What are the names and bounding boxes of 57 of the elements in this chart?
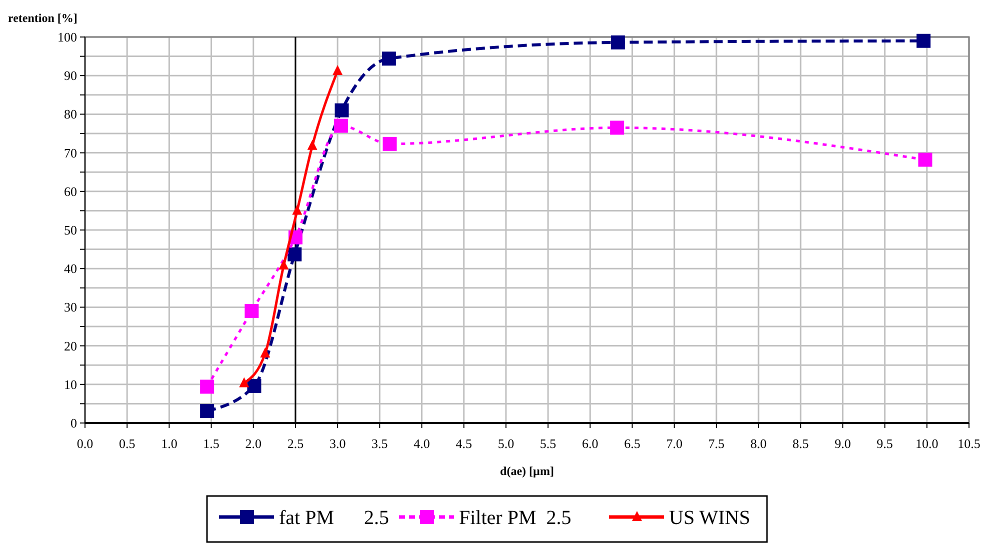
point [916, 34, 931, 48]
x-tick-label: 7.5 [708, 436, 725, 451]
x-tick-label: 5.5 [540, 436, 556, 451]
point [260, 348, 270, 358]
point [610, 120, 624, 135]
x-tick-label: 0.0 [76, 436, 94, 451]
point [200, 404, 214, 418]
point [332, 64, 343, 75]
x-tick-label: 7.0 [666, 436, 682, 451]
y-tick-label: 0 [70, 416, 77, 430]
y-tick-label: 70 [64, 145, 77, 160]
x-tick-label: 4.0 [414, 436, 430, 451]
point [244, 304, 259, 318]
x-tick-label: 8.5 [792, 436, 809, 451]
y-tick-label: 50 [64, 222, 77, 238]
legend-label: Filter PM 2.5 [459, 507, 572, 529]
point [288, 247, 302, 262]
x-tick-label: 5.0 [498, 436, 514, 451]
point [292, 204, 302, 215]
x-tick-label: 2.5 [287, 436, 304, 451]
y-tick-label: 20 [64, 338, 77, 354]
point [200, 380, 214, 394]
y-tick-label: 60 [64, 184, 77, 199]
point [307, 140, 318, 150]
x-tick-label: 10.0 [916, 436, 938, 451]
point [610, 35, 625, 50]
x-tick-label: 9.0 [834, 436, 851, 451]
point [382, 136, 397, 151]
y-tick-label: 100 [58, 30, 77, 44]
x-tick-label: 0.5 [118, 436, 136, 451]
point [918, 152, 932, 167]
x-tick-label: 2.0 [245, 436, 262, 451]
y-tick-label: 90 [64, 68, 77, 84]
point [247, 378, 262, 393]
point [334, 103, 349, 118]
x-tick-label: 4.5 [456, 436, 472, 451]
y-tick-label: 10 [64, 376, 77, 392]
x-tick-label: 1.5 [203, 436, 220, 451]
x-tick-label: 1.0 [161, 436, 178, 451]
legend-label: US WINS [669, 507, 750, 529]
x-tick-label: 9.5 [876, 436, 893, 451]
y-axis-title: retention [%] [8, 11, 78, 25]
y-tick-label: 80 [64, 106, 77, 122]
point [334, 118, 348, 133]
y-tick-label: 40 [64, 261, 77, 276]
point [278, 260, 289, 270]
x-axis-title: d(ae) [µm] [500, 464, 554, 478]
x-tick-label: 10.5 [958, 436, 980, 451]
x-tick-label: 6.5 [624, 436, 640, 451]
x-tick-label: 3.5 [372, 436, 388, 451]
x-tick-label: 3.0 [329, 436, 346, 451]
x-tick-label: 8.0 [750, 436, 767, 451]
point [382, 52, 396, 66]
point [239, 377, 250, 388]
legend-label: fat PM 2.5 [279, 507, 389, 529]
y-tick-label: 30 [64, 300, 77, 315]
x-tick-label: 6.0 [582, 436, 598, 451]
